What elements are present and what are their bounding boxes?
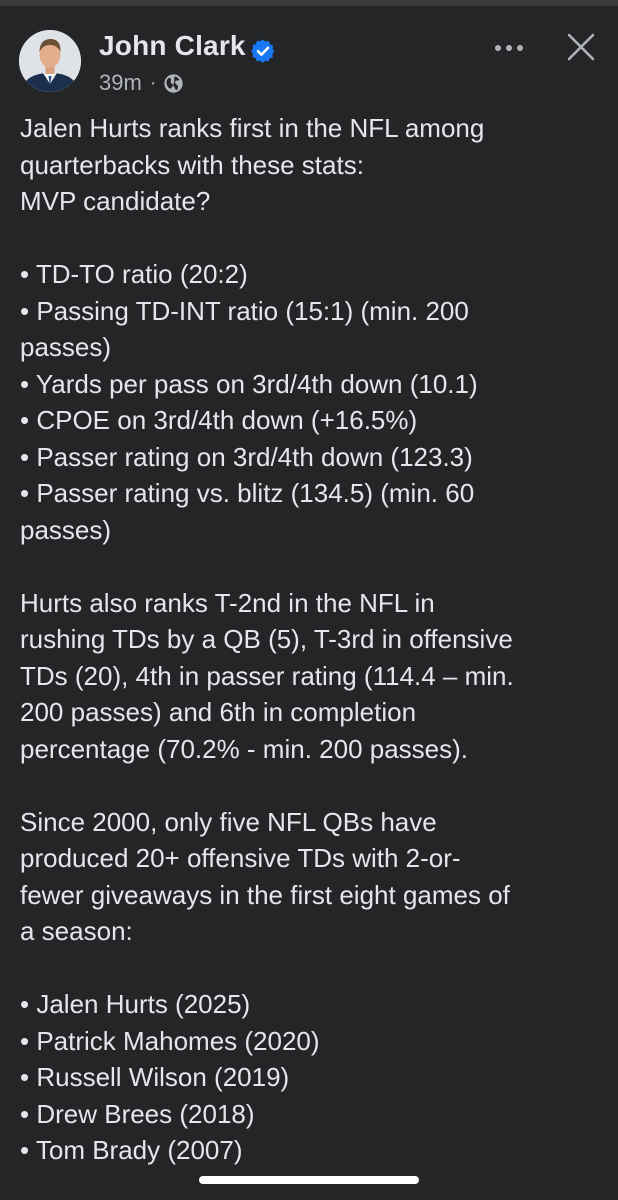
- post-text-spacer: [20, 220, 610, 257]
- verified-badge-icon: [251, 39, 275, 63]
- close-icon[interactable]: [566, 32, 596, 62]
- post-text-line: • Passer rating on 3rd/4th down (123.3): [20, 441, 473, 472]
- meta-separator: ·: [149, 71, 157, 94]
- post-text-line: a season:: [20, 916, 133, 946]
- post-text-line: quarterbacks with these stats:: [20, 149, 364, 180]
- post-text: Jalen Hurts ranks first in the NFL among…: [20, 110, 610, 1169]
- post-text-line: produced 20+ offensive TDs with 2-or-: [20, 843, 461, 873]
- post-timestamp[interactable]: 39m: [99, 70, 142, 95]
- post-text-line: rushing TDs by a QB (5), T-3rd in offens…: [20, 624, 513, 654]
- post-text-spacer: [20, 950, 610, 987]
- post-text-spacer: [20, 548, 610, 585]
- post-text-line: • TD-TO ratio (20:2): [20, 259, 248, 289]
- post-text-line: Hurts also ranks T-2nd in the NFL in: [20, 587, 435, 618]
- post-text-line: passes): [20, 514, 112, 545]
- author-avatar[interactable]: [19, 30, 81, 92]
- post-text-spacer: [20, 767, 610, 804]
- post-text-line: • Yards per pass on 3rd/4th down (10.1): [20, 368, 478, 399]
- post-text-line: percentage (70.2% - min. 200 passes).: [20, 733, 469, 764]
- post-meta: 39m ·: [99, 69, 184, 97]
- post-text-line: TDs (20), 4th in passer rating (114.4 – …: [20, 660, 514, 691]
- home-indicator[interactable]: [199, 1176, 419, 1184]
- post-text-line: • Patrick Mahomes (2020): [20, 1025, 320, 1056]
- post-text-line: • Drew Brees (2018): [20, 1098, 255, 1129]
- more-horizontal-icon[interactable]: [493, 36, 525, 60]
- post-text-line: Jalen Hurts ranks first in the NFL among: [20, 113, 485, 143]
- post-text-line: • Russell Wilson (2019): [20, 1062, 290, 1092]
- screen-top-edge: [0, 0, 618, 6]
- post-text-line: 200 passes) and 6th in completion: [20, 697, 417, 727]
- post-text-line: MVP candidate?: [20, 186, 211, 216]
- author-name[interactable]: John Clark: [99, 30, 246, 61]
- globe-icon[interactable]: [163, 73, 184, 94]
- post-text-line: • Tom Brady (2007): [20, 1135, 243, 1165]
- post-text-line: Since 2000, only five NFL QBs have: [20, 806, 437, 837]
- post-text-line: • Passing TD-INT ratio (15:1) (min. 200: [20, 295, 469, 326]
- post-text-line: fewer giveaways in the first eight games…: [20, 879, 510, 910]
- post-text-line: • CPOE on 3rd/4th down (+16.5%): [20, 405, 418, 435]
- post-header: John Clark 39m ·: [0, 0, 618, 110]
- post-text-line: • Jalen Hurts (2025): [20, 989, 251, 1019]
- post-text-line: • Passer rating vs. blitz (134.5) (min. …: [20, 478, 475, 508]
- profile-photo-icon: [19, 30, 81, 92]
- post-text-line: passes): [20, 332, 112, 362]
